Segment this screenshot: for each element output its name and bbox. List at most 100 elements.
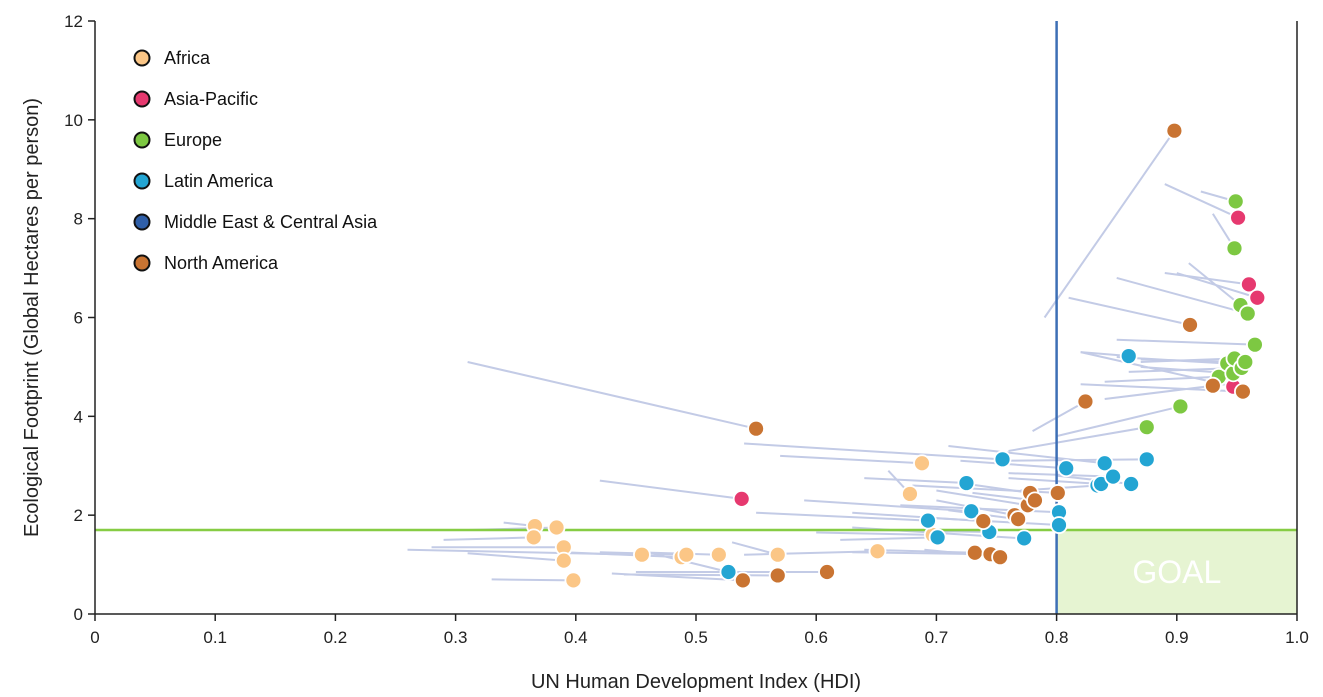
trail-line — [1104, 384, 1213, 401]
data-point — [1246, 335, 1264, 354]
trail-line — [491, 578, 574, 582]
data-point — [965, 543, 984, 562]
goal-region — [1056, 529, 1297, 614]
trail-line — [852, 511, 984, 523]
y-tick-label: 0 — [74, 605, 83, 624]
trail-line — [1032, 400, 1086, 433]
legend-label: Middle East & Central Asia — [164, 212, 378, 232]
x-tick-label: 0.7 — [925, 628, 949, 647]
data-point — [1181, 316, 1199, 334]
y-axis-title: Ecological Footprint (Global Hectares pe… — [21, 98, 43, 537]
trail-line — [816, 531, 933, 536]
data-point — [1009, 510, 1028, 529]
data-point — [1137, 418, 1156, 437]
trail-line — [1116, 277, 1248, 315]
x-tick-label: 1.0 — [1285, 628, 1309, 647]
trail-line — [864, 477, 967, 485]
legend-swatch — [133, 213, 151, 231]
data-point — [1137, 450, 1156, 469]
y-tick-label: 2 — [74, 506, 83, 525]
trail-line — [1164, 183, 1239, 219]
data-point — [709, 545, 728, 564]
data-point — [1226, 192, 1245, 211]
trail-line — [1068, 296, 1191, 326]
x-tick-label: 0.9 — [1165, 628, 1189, 647]
goal-label: GOAL — [1132, 554, 1221, 590]
trail-line — [840, 536, 938, 541]
data-point — [1238, 304, 1257, 323]
data-point — [1225, 239, 1244, 258]
data-point — [1076, 392, 1095, 411]
x-tick-label: 0.1 — [203, 628, 227, 647]
y-tick-label: 10 — [64, 111, 83, 130]
legend-label: Asia-Pacific — [164, 89, 258, 109]
y-tick-label: 8 — [74, 210, 83, 229]
trail-line — [936, 489, 1028, 507]
legend-label: Europe — [164, 130, 222, 150]
x-tick-label: 0.2 — [324, 628, 348, 647]
data-point — [1119, 347, 1138, 365]
legend-label: North America — [164, 253, 279, 273]
data-point — [928, 528, 947, 547]
data-point — [974, 512, 993, 530]
trail-line — [960, 459, 1067, 470]
trail-line — [1056, 405, 1181, 438]
y-tick-label: 6 — [74, 309, 83, 328]
trail-line — [1008, 477, 1102, 486]
legend: Africa Asia-Pacific Europe Latin America Mid… — [133, 48, 378, 273]
trail-line — [1188, 262, 1242, 306]
data-point — [957, 474, 976, 492]
x-tick-label: 0.8 — [1045, 628, 1069, 647]
data-point — [991, 548, 1010, 567]
data-point — [1026, 491, 1044, 510]
x-tick-label: 0.3 — [444, 628, 468, 647]
legend-swatch — [133, 90, 151, 108]
trail-line — [780, 454, 923, 465]
data-point — [1236, 353, 1255, 371]
data-point — [901, 485, 919, 503]
legend-label: Latin America — [164, 171, 274, 191]
trail-line — [756, 511, 929, 522]
data-point — [547, 518, 566, 537]
data-point — [1234, 382, 1252, 401]
trail-line — [599, 479, 742, 500]
trail-line — [443, 536, 534, 541]
data-point — [1057, 459, 1076, 478]
x-axis-title: UN Human Development Index (HDI) — [531, 671, 861, 693]
trail-line — [1116, 338, 1255, 346]
legend-swatch — [133, 49, 151, 67]
x-tick-label: 0.5 — [684, 628, 708, 647]
trail-line — [804, 499, 972, 513]
legend-swatch — [133, 131, 151, 149]
axes: 0 0.1 0.2 0.3 0.4 0.5 0.6 0.7 0.8 0.9 1.0 0 2 4 6 8 10 12 — [64, 12, 1309, 647]
trail-line — [744, 442, 1003, 461]
data-point — [1171, 397, 1190, 416]
trail-line — [1104, 375, 1219, 383]
data-point — [919, 511, 937, 530]
data-point — [732, 489, 751, 508]
data-point — [1248, 288, 1267, 307]
data-point — [1015, 529, 1034, 548]
data-point — [1122, 475, 1141, 493]
legend-swatch — [133, 254, 151, 272]
trail-line — [467, 361, 757, 430]
data-point — [1240, 275, 1258, 294]
trail-line — [996, 458, 1147, 462]
data-point — [1050, 516, 1068, 534]
trail-line — [1008, 426, 1147, 452]
trail-line — [1043, 130, 1176, 319]
data-point — [554, 551, 573, 570]
data-point — [1104, 467, 1122, 486]
data-point — [733, 571, 752, 590]
data-point — [1229, 208, 1248, 227]
trail-line — [623, 573, 778, 577]
trail-line — [467, 552, 564, 562]
data-point — [633, 545, 651, 564]
y-tick-label: 12 — [64, 12, 83, 31]
data-point — [719, 563, 738, 581]
data-point — [677, 545, 696, 564]
data-point — [564, 571, 583, 590]
legend-label: Africa — [164, 48, 211, 68]
data-point — [818, 563, 836, 581]
